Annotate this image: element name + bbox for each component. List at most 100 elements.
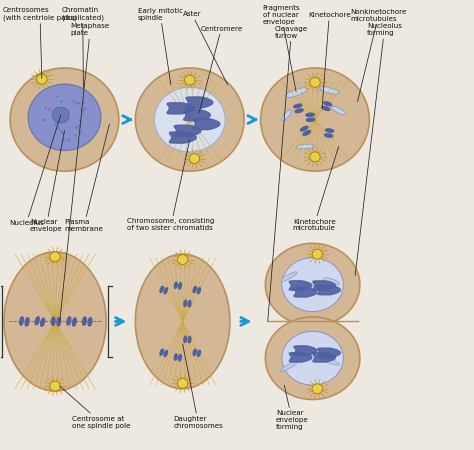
Polygon shape [167,103,194,114]
Polygon shape [174,282,177,288]
Ellipse shape [136,254,230,389]
Ellipse shape [281,361,297,371]
Ellipse shape [265,317,360,400]
Text: Kinetochore
microtubule: Kinetochore microtubule [293,147,338,231]
Text: Metaphase
plate: Metaphase plate [60,23,110,321]
Polygon shape [35,317,39,325]
Text: Nonkinetochore
microtubules: Nonkinetochore microtubules [350,9,407,102]
Circle shape [189,153,200,163]
Polygon shape [51,317,55,325]
Polygon shape [174,354,177,360]
Polygon shape [164,351,167,356]
Circle shape [312,384,322,394]
Polygon shape [301,126,308,131]
Polygon shape [294,104,302,108]
Ellipse shape [281,272,297,281]
Polygon shape [197,350,201,356]
Polygon shape [41,318,45,326]
Text: Spindle: Spindle [0,449,1,450]
Text: Nucleolus: Nucleolus [9,115,61,226]
Polygon shape [25,318,29,326]
Text: Early mitotic
spindle: Early mitotic spindle [138,8,183,85]
Ellipse shape [28,84,101,151]
Polygon shape [197,288,201,294]
Polygon shape [183,109,210,121]
Polygon shape [306,118,315,122]
Ellipse shape [324,359,339,365]
Polygon shape [174,125,201,136]
Polygon shape [318,348,340,358]
Ellipse shape [296,144,315,149]
Polygon shape [57,318,61,326]
Polygon shape [294,288,317,297]
Polygon shape [164,288,167,294]
Text: Nuclear
envelope: Nuclear envelope [30,131,64,232]
Circle shape [36,74,47,84]
Circle shape [50,252,60,262]
Polygon shape [313,353,336,362]
Ellipse shape [261,68,369,171]
Polygon shape [322,107,330,111]
Ellipse shape [331,106,346,115]
Text: Centromere: Centromere [199,26,242,113]
Polygon shape [306,113,314,117]
Ellipse shape [10,68,119,171]
Ellipse shape [285,88,307,98]
Circle shape [310,152,320,162]
Polygon shape [160,349,164,355]
Circle shape [52,107,69,123]
Circle shape [184,75,195,85]
Polygon shape [289,281,312,290]
Text: Centrosomes
(with centriole pairs): Centrosomes (with centriole pairs) [3,7,77,78]
Circle shape [177,378,188,388]
Text: Nuclear
envelope
forming: Nuclear envelope forming [276,385,309,430]
Polygon shape [186,97,213,108]
Polygon shape [289,353,312,362]
Polygon shape [193,349,196,356]
Polygon shape [193,118,220,130]
Polygon shape [188,337,191,343]
Polygon shape [19,317,23,325]
Polygon shape [295,109,303,112]
Polygon shape [188,301,191,307]
Polygon shape [179,355,182,361]
Ellipse shape [319,87,339,94]
Circle shape [50,381,60,391]
Polygon shape [67,317,71,325]
Polygon shape [73,318,76,326]
Ellipse shape [265,243,360,326]
Ellipse shape [155,87,225,152]
Polygon shape [82,317,86,325]
Polygon shape [324,102,332,106]
Polygon shape [326,129,334,132]
Text: Daughter
chromosomes: Daughter chromosomes [173,344,223,429]
Polygon shape [184,336,187,342]
Text: Nucleolus
forming: Nucleolus forming [355,23,402,276]
Polygon shape [325,134,333,137]
Text: Kinetochore: Kinetochore [308,12,351,108]
Text: Chromatin
(duplicated): Chromatin (duplicated) [61,7,104,88]
Ellipse shape [324,278,339,284]
Polygon shape [318,285,340,295]
Polygon shape [184,300,187,306]
Ellipse shape [282,258,343,311]
Text: Cleavage
furrow: Cleavage furrow [268,26,308,321]
Polygon shape [313,281,336,290]
Polygon shape [303,130,310,135]
Circle shape [312,249,322,259]
Ellipse shape [282,331,343,385]
Polygon shape [193,286,196,292]
Polygon shape [179,283,182,289]
Polygon shape [169,132,196,143]
Text: Plasma
membrane: Plasma membrane [64,124,109,232]
Polygon shape [88,318,92,326]
Circle shape [177,255,188,265]
Polygon shape [294,346,317,356]
Text: Aster: Aster [182,11,228,85]
Text: Centrosome at
one spindle pole: Centrosome at one spindle pole [60,386,130,429]
Circle shape [310,77,320,87]
Ellipse shape [4,252,106,391]
Ellipse shape [282,110,292,121]
Text: Chromosome, consisting
of two sister chromatids: Chromosome, consisting of two sister chr… [128,140,215,231]
Text: Fragments
of nuclear
envelope: Fragments of nuclear envelope [263,5,300,91]
